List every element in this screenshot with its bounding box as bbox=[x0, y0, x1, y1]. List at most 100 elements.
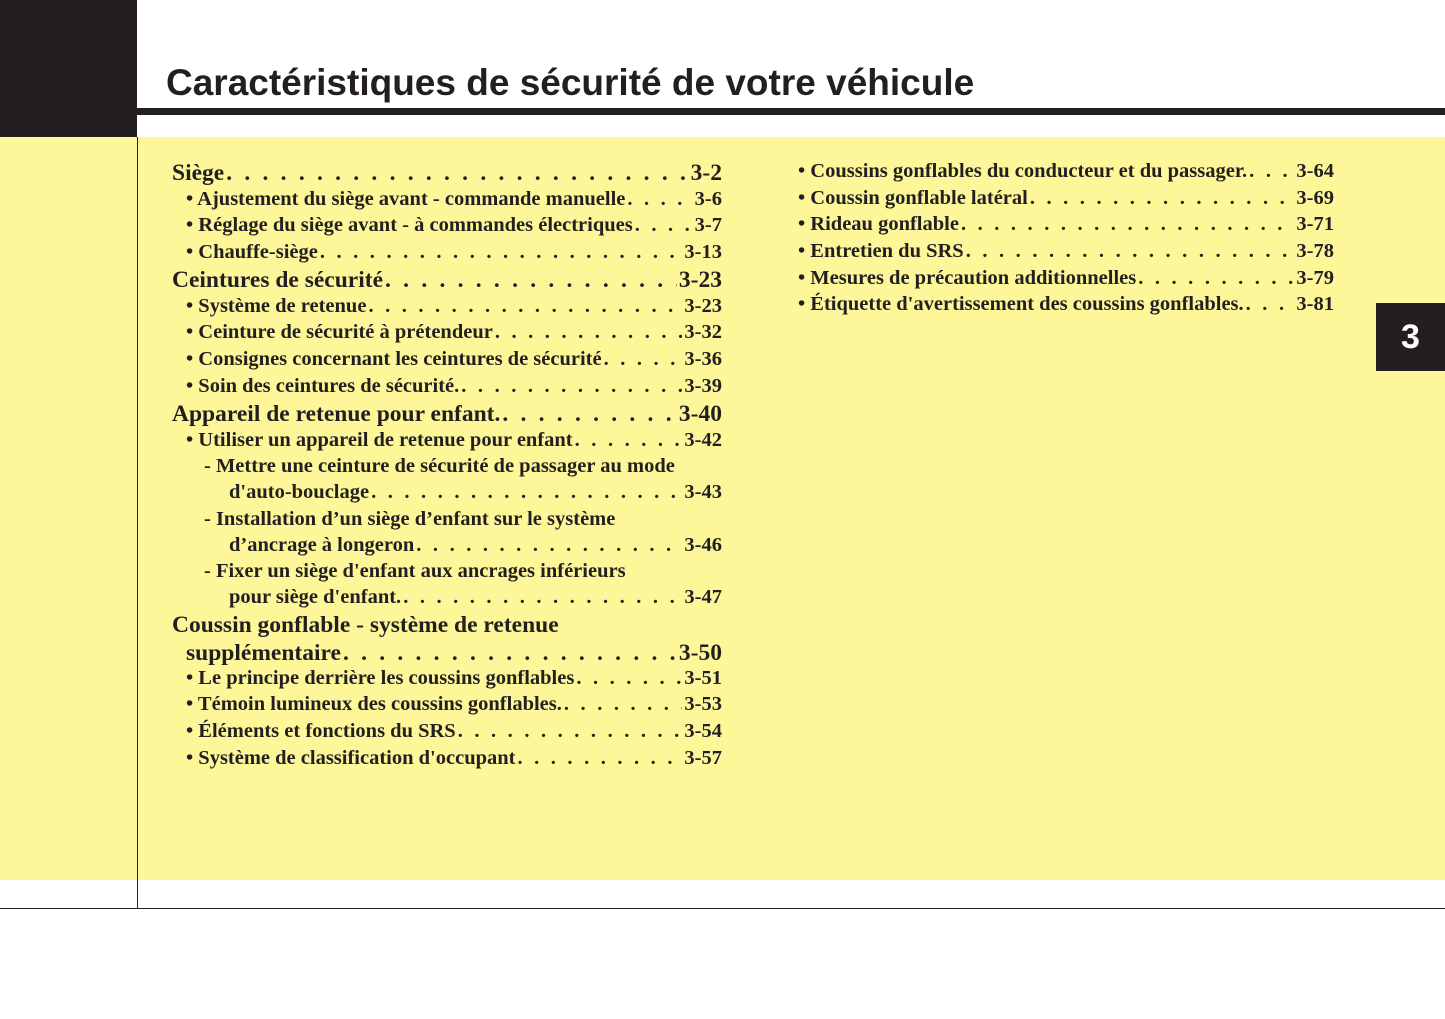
toc-entry[interactable]: • Soin des ceintures de sécurité. 3-39 bbox=[172, 373, 722, 400]
toc-entry-title: • Entretien du SRS bbox=[798, 240, 964, 263]
toc-entry[interactable]: • Ajustement du siège avant - commande m… bbox=[172, 186, 722, 213]
toc-entry-page: 3-46 bbox=[684, 533, 722, 556]
dot-leader bbox=[564, 691, 683, 718]
dot-leader bbox=[1138, 265, 1294, 292]
toc-entry[interactable]: • Système de classification d'occupant 3-… bbox=[172, 745, 722, 772]
toc-entry-page: 3-7 bbox=[694, 214, 722, 237]
toc-entry-page: 3-43 bbox=[684, 481, 722, 504]
toc-entry[interactable]: • Système de retenue 3-23 bbox=[172, 293, 722, 320]
toc-entry[interactable]: • Mesures de précaution additionnelles 3-… bbox=[798, 265, 1334, 292]
dot-leader bbox=[320, 239, 683, 266]
dot-leader bbox=[961, 211, 1294, 238]
toc-entry-title: • Ceinture de sécurité à prétendeur bbox=[186, 321, 493, 344]
toc-right-column: • Coussins gonflables du conducteur et d… bbox=[798, 158, 1334, 318]
toc-entry-page: 3-79 bbox=[1296, 266, 1334, 289]
toc-entry[interactable]: • Entretien du SRS 3-78 bbox=[798, 238, 1334, 265]
dot-leader bbox=[966, 238, 1295, 265]
dot-leader bbox=[461, 373, 682, 400]
toc-entry-page: 3-23 bbox=[678, 267, 722, 294]
dot-leader bbox=[385, 265, 677, 295]
toc-entry-page: 3-2 bbox=[690, 160, 722, 186]
toc-entry-page: 3-47 bbox=[684, 586, 722, 609]
toc-entry-page: 3-51 bbox=[684, 666, 722, 689]
toc-entry[interactable]: • Chauffe-siège 3-13 bbox=[172, 239, 722, 266]
toc-entry-page: 3-6 bbox=[694, 187, 722, 210]
toc-entry[interactable]: • Témoin lumineux des coussins gonflable… bbox=[172, 691, 722, 718]
toc-entry[interactable]: - Installation d’un siège d’enfant sur l… bbox=[172, 506, 722, 532]
toc-entry-title: • Consignes concernant les ceintures de … bbox=[186, 347, 602, 370]
toc-entry[interactable]: • Réglage du siège avant - à commandes é… bbox=[172, 212, 722, 239]
toc-entry-title: Coussin gonflable - système de retenue bbox=[172, 612, 559, 639]
toc-entry[interactable]: • Coussins gonflables du conducteur et d… bbox=[798, 158, 1334, 185]
dot-leader bbox=[576, 665, 682, 692]
toc-entry-page: 3-50 bbox=[678, 639, 722, 666]
toc-entry-title: Appareil de retenue pour enfant. bbox=[172, 401, 501, 428]
toc-entry[interactable]: d’ancrage à longeron 3-46 bbox=[172, 532, 722, 558]
toc-entry[interactable]: - Fixer un siège d'enfant aux ancrages i… bbox=[172, 558, 722, 584]
toc-entry-page: 3-54 bbox=[684, 720, 722, 743]
toc-entry-title: • Ajustement du siège avant - commande m… bbox=[186, 187, 626, 210]
toc-entry-title: d’ancrage à longeron bbox=[229, 533, 415, 556]
toc-entry-title: • Mesures de précaution additionnelles bbox=[798, 266, 1137, 289]
header-rule bbox=[137, 108, 1445, 115]
toc-entry-title: - Installation d’un siège d’enfant sur l… bbox=[204, 507, 616, 530]
toc-entry-title: • Soin des ceintures de sécurité. bbox=[186, 374, 460, 397]
toc-entry[interactable]: • Ceinture de sécurité à prétendeur 3-32 bbox=[172, 319, 722, 346]
toc-entry[interactable]: Appareil de retenue pour enfant. 3-40 bbox=[172, 399, 722, 427]
toc-entry-title: • Coussins gonflables du conducteur et d… bbox=[798, 160, 1248, 182]
toc-entry-title: pour siège d'enfant. bbox=[229, 586, 402, 609]
chapter-corner-block bbox=[0, 0, 137, 137]
dot-leader bbox=[226, 158, 688, 188]
toc-left-column: Siège 3-2 • Ajustement du siège avant - co… bbox=[172, 158, 722, 771]
dot-leader bbox=[495, 319, 683, 346]
footer-rule bbox=[0, 908, 1445, 909]
toc-entry-title: Siège bbox=[172, 160, 225, 186]
toc-entry[interactable]: supplémentaire 3-50 bbox=[172, 638, 722, 668]
dot-leader bbox=[627, 186, 692, 213]
toc-entry-title: • Témoin lumineux des coussins gonflable… bbox=[186, 693, 562, 716]
toc-entry-title: • Système de retenue bbox=[186, 294, 367, 317]
dot-leader bbox=[1249, 158, 1294, 185]
toc-entry[interactable]: • Éléments et fonctions du SRS 3-54 bbox=[172, 718, 722, 745]
toc-entry[interactable]: Ceintures de sécurité 3-23 bbox=[172, 265, 722, 293]
toc-entry-title: • Réglage du siège avant - à commandes é… bbox=[186, 214, 633, 237]
toc-entry-title: • Le principe derrière les coussins gonf… bbox=[186, 666, 575, 689]
toc-entry[interactable]: d'auto-bouclage 3-43 bbox=[172, 479, 722, 505]
toc-entry-page: 3-32 bbox=[684, 321, 722, 344]
toc-entry[interactable]: • Le principe derrière les coussins gonf… bbox=[172, 665, 722, 692]
chapter-tab[interactable]: 3 bbox=[1376, 303, 1445, 371]
toc-entry-title: d'auto-bouclage bbox=[229, 481, 370, 504]
toc-entry-title: • Étiquette d'avertissement des coussins… bbox=[798, 293, 1244, 316]
toc-entry[interactable]: • Consignes concernant les ceintures de … bbox=[172, 346, 722, 373]
dot-leader bbox=[458, 718, 683, 745]
toc-entry[interactable]: Siège 3-2 bbox=[172, 158, 722, 186]
dot-leader bbox=[575, 427, 683, 454]
dot-leader bbox=[403, 584, 682, 611]
toc-entry-page: 3-42 bbox=[684, 428, 722, 451]
toc-entry-page: 3-53 bbox=[684, 693, 722, 716]
toc-entry[interactable]: Coussin gonflable - système de retenue bbox=[172, 610, 722, 638]
toc-entry[interactable]: • Rideau gonflable 3-71 bbox=[798, 211, 1334, 238]
dot-leader bbox=[371, 479, 682, 506]
toc-entry-page: 3-64 bbox=[1296, 160, 1334, 182]
toc-entry-page: 3-13 bbox=[684, 240, 722, 263]
toc-entry-title: • Système de classification d'occupant bbox=[186, 746, 516, 769]
toc-entry[interactable]: • Coussin gonflable latéral 3-69 bbox=[798, 185, 1334, 212]
dot-leader bbox=[517, 745, 682, 772]
toc-entry-title: • Chauffe-siège bbox=[186, 240, 318, 263]
toc-entry-title: Ceintures de sécurité bbox=[172, 267, 384, 294]
toc-entry-title: • Éléments et fonctions du SRS bbox=[186, 720, 456, 743]
page-title: Caractéristiques de sécurité de votre vé… bbox=[166, 62, 975, 103]
dot-leader bbox=[416, 532, 682, 559]
dot-leader bbox=[1030, 185, 1295, 212]
toc-entry[interactable]: pour siège d'enfant. 3-47 bbox=[172, 584, 722, 610]
dot-leader bbox=[635, 212, 693, 239]
toc-entry[interactable]: • Étiquette d'avertissement des coussins… bbox=[798, 291, 1334, 318]
toc-entry-title: • Coussin gonflable latéral bbox=[798, 186, 1028, 209]
toc-entry-title: - Fixer un siège d'enfant aux ancrages i… bbox=[204, 560, 626, 582]
toc-entry[interactable]: - Mettre une ceinture de sécurité de pas… bbox=[172, 453, 722, 479]
dot-leader bbox=[343, 638, 677, 668]
toc-entry-title: - Mettre une ceinture de sécurité de pas… bbox=[204, 455, 675, 478]
dot-leader bbox=[502, 399, 677, 429]
toc-entry[interactable]: • Utiliser un appareil de retenue pour e… bbox=[172, 427, 722, 454]
